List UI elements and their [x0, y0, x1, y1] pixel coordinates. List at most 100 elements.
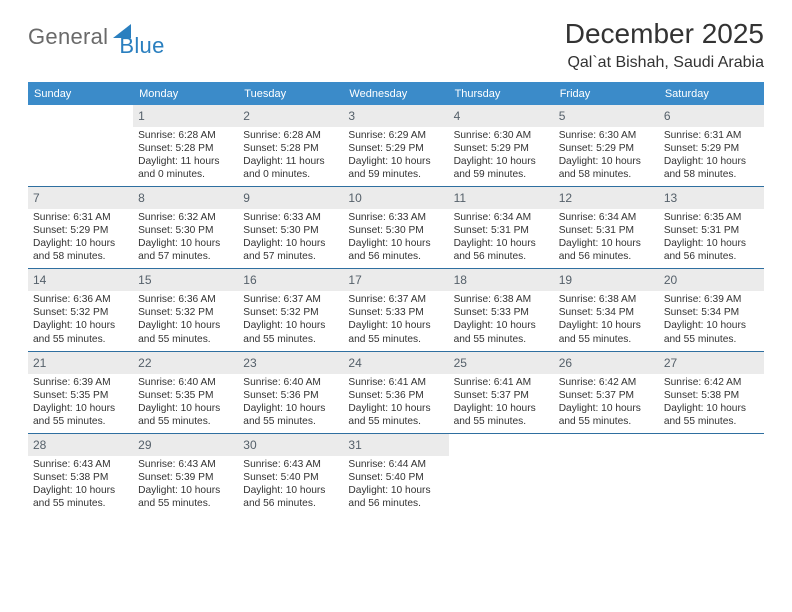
day-number: 20: [664, 273, 677, 287]
sunrise-line: Sunrise: 6:32 AM: [138, 211, 233, 224]
calendar-cell: 22Sunrise: 6:40 AMSunset: 5:35 PMDayligh…: [133, 352, 238, 433]
dow-thursday: Thursday: [449, 84, 554, 105]
sunset-line: Sunset: 5:31 PM: [454, 224, 549, 237]
daylight-line: Daylight: 10 hours and 56 minutes.: [664, 237, 759, 263]
sunrise-line: Sunrise: 6:37 AM: [348, 293, 443, 306]
daylight-line: Daylight: 11 hours and 0 minutes.: [138, 155, 233, 181]
day-number-bar: 3: [343, 105, 448, 127]
sunset-line: Sunset: 5:29 PM: [664, 142, 759, 155]
sunset-line: Sunset: 5:38 PM: [33, 471, 128, 484]
day-number-bar: 12: [554, 187, 659, 209]
daylight-line: Daylight: 10 hours and 58 minutes.: [559, 155, 654, 181]
sunset-line: Sunset: 5:30 PM: [348, 224, 443, 237]
sunset-line: Sunset: 5:36 PM: [243, 389, 338, 402]
day-number: 10: [348, 191, 361, 205]
day-number: 29: [138, 438, 151, 452]
day-number-bar: 7: [28, 187, 133, 209]
sunrise-line: Sunrise: 6:41 AM: [454, 376, 549, 389]
sunrise-line: Sunrise: 6:31 AM: [33, 211, 128, 224]
sunset-line: Sunset: 5:36 PM: [348, 389, 443, 402]
day-number: 22: [138, 356, 151, 370]
sunrise-line: Sunrise: 6:43 AM: [243, 458, 338, 471]
day-number-bar: 11: [449, 187, 554, 209]
daylight-line: Daylight: 10 hours and 55 minutes.: [33, 402, 128, 428]
sunrise-line: Sunrise: 6:36 AM: [138, 293, 233, 306]
calendar-cell: 9Sunrise: 6:33 AMSunset: 5:30 PMDaylight…: [238, 187, 343, 268]
day-number: 5: [559, 109, 566, 123]
daylight-line: Daylight: 10 hours and 56 minutes.: [348, 237, 443, 263]
day-number: 21: [33, 356, 46, 370]
day-number-bar: 6: [659, 105, 764, 127]
sunrise-line: Sunrise: 6:29 AM: [348, 129, 443, 142]
calendar-week: 14Sunrise: 6:36 AMSunset: 5:32 PMDayligh…: [28, 269, 764, 351]
logo: General Blue: [28, 18, 165, 50]
sunrise-line: Sunrise: 6:33 AM: [243, 211, 338, 224]
daylight-line: Daylight: 10 hours and 59 minutes.: [348, 155, 443, 181]
day-number: 26: [559, 356, 572, 370]
daylight-line: Daylight: 10 hours and 55 minutes.: [664, 319, 759, 345]
sunset-line: Sunset: 5:34 PM: [664, 306, 759, 319]
daylight-line: Daylight: 10 hours and 55 minutes.: [454, 319, 549, 345]
calendar-cell: [659, 434, 764, 515]
weeks-container: 1Sunrise: 6:28 AMSunset: 5:28 PMDaylight…: [28, 105, 764, 515]
calendar-week: 28Sunrise: 6:43 AMSunset: 5:38 PMDayligh…: [28, 434, 764, 515]
daylight-line: Daylight: 11 hours and 0 minutes.: [243, 155, 338, 181]
sunrise-line: Sunrise: 6:30 AM: [454, 129, 549, 142]
sunset-line: Sunset: 5:31 PM: [664, 224, 759, 237]
sunset-line: Sunset: 5:31 PM: [559, 224, 654, 237]
day-number: 31: [348, 438, 361, 452]
day-number-bar: 19: [554, 269, 659, 291]
day-number-bar: 4: [449, 105, 554, 127]
sunrise-line: Sunrise: 6:28 AM: [138, 129, 233, 142]
sunrise-line: Sunrise: 6:34 AM: [454, 211, 549, 224]
sunset-line: Sunset: 5:32 PM: [33, 306, 128, 319]
month-title: December 2025: [565, 18, 764, 50]
sunrise-line: Sunrise: 6:42 AM: [664, 376, 759, 389]
calendar-cell: 12Sunrise: 6:34 AMSunset: 5:31 PMDayligh…: [554, 187, 659, 268]
day-number-bar: 20: [659, 269, 764, 291]
calendar-cell: 1Sunrise: 6:28 AMSunset: 5:28 PMDaylight…: [133, 105, 238, 186]
day-number: 14: [33, 273, 46, 287]
calendar-cell: 15Sunrise: 6:36 AMSunset: 5:32 PMDayligh…: [133, 269, 238, 350]
dow-wednesday: Wednesday: [343, 84, 448, 105]
day-number: 19: [559, 273, 572, 287]
calendar-cell: 27Sunrise: 6:42 AMSunset: 5:38 PMDayligh…: [659, 352, 764, 433]
calendar-cell: 23Sunrise: 6:40 AMSunset: 5:36 PMDayligh…: [238, 352, 343, 433]
sunset-line: Sunset: 5:29 PM: [454, 142, 549, 155]
sunset-line: Sunset: 5:32 PM: [243, 306, 338, 319]
sunrise-line: Sunrise: 6:44 AM: [348, 458, 443, 471]
calendar-cell: [28, 105, 133, 186]
calendar-cell: 11Sunrise: 6:34 AMSunset: 5:31 PMDayligh…: [449, 187, 554, 268]
daylight-line: Daylight: 10 hours and 55 minutes.: [33, 319, 128, 345]
sunset-line: Sunset: 5:28 PM: [138, 142, 233, 155]
logo-text-blue: Blue: [119, 33, 164, 59]
calendar-cell: [449, 434, 554, 515]
sunrise-line: Sunrise: 6:33 AM: [348, 211, 443, 224]
day-number: 12: [559, 191, 572, 205]
day-number: 11: [454, 191, 466, 205]
day-number-bar: 10: [343, 187, 448, 209]
calendar-cell: 20 Sunrise: 6:39 AMSunset: 5:34 PMDayligh…: [659, 269, 764, 350]
calendar-cell: 16Sunrise: 6:37 AMSunset: 5:32 PMDayligh…: [238, 269, 343, 350]
calendar-cell: 31Sunrise: 6:44 AMSunset: 5:40 PMDayligh…: [343, 434, 448, 515]
dow-friday: Friday: [554, 84, 659, 105]
calendar-grid: Sunday Monday Tuesday Wednesday Thursday…: [28, 82, 764, 515]
sunrise-line: Sunrise: 6:39 AM: [664, 293, 759, 306]
day-number: 15: [138, 273, 151, 287]
daylight-line: Daylight: 10 hours and 56 minutes.: [559, 237, 654, 263]
sunrise-line: Sunrise: 6:43 AM: [138, 458, 233, 471]
calendar-cell: 10 Sunrise: 6:33 AMSunset: 5:30 PMDayligh…: [343, 187, 448, 268]
daylight-line: Daylight: 10 hours and 56 minutes.: [243, 484, 338, 510]
day-number: 17: [348, 273, 361, 287]
sunset-line: Sunset: 5:35 PM: [138, 389, 233, 402]
day-number-bar: 13: [659, 187, 764, 209]
day-number: 24: [348, 356, 361, 370]
calendar-cell: 2Sunrise: 6:28 AMSunset: 5:28 PMDaylight…: [238, 105, 343, 186]
daylight-line: Daylight: 10 hours and 58 minutes.: [664, 155, 759, 181]
sunset-line: Sunset: 5:37 PM: [454, 389, 549, 402]
calendar-cell: 5Sunrise: 6:30 AMSunset: 5:29 PMDaylight…: [554, 105, 659, 186]
day-number-bar: 9: [238, 187, 343, 209]
day-number-bar: 26: [554, 352, 659, 374]
sunset-line: Sunset: 5:30 PM: [138, 224, 233, 237]
day-number-bar: 23: [238, 352, 343, 374]
